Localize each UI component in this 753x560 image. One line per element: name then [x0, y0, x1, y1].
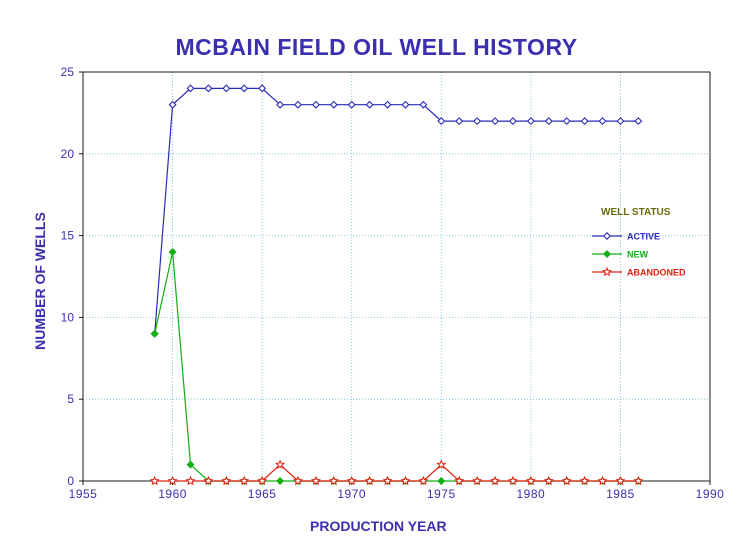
data-point-active	[544, 117, 553, 126]
series-line-abandoned	[154, 463, 639, 482]
data-point-active	[419, 100, 428, 109]
data-point-active	[401, 100, 410, 109]
data-point-active	[508, 117, 517, 126]
y-tick-label: 0	[67, 474, 74, 488]
x-tick-label: 1990	[696, 487, 725, 501]
y-tick-label: 15	[61, 229, 75, 243]
legend-label-active: ACTIVE	[627, 232, 660, 242]
data-point-active	[562, 117, 571, 126]
series-line-new	[154, 251, 639, 482]
x-tick-label: 1960	[158, 487, 187, 501]
data-point-abandoned	[615, 475, 626, 486]
data-point-abandoned	[185, 475, 196, 486]
data-point-abandoned	[239, 475, 250, 486]
data-point-active	[329, 100, 338, 109]
data-point-abandoned	[257, 475, 268, 486]
x-tick-label: 1980	[517, 487, 546, 501]
data-point-active	[258, 84, 267, 93]
data-point-abandoned	[454, 475, 465, 486]
data-point-abandoned	[561, 475, 572, 486]
data-point-active	[526, 117, 535, 126]
plot-frame	[82, 71, 711, 482]
data-point-abandoned	[507, 475, 518, 486]
data-point-active	[383, 100, 392, 109]
chart-title: MCBAIN FIELD OIL WELL HISTORY	[175, 34, 578, 60]
data-point-active	[473, 117, 482, 126]
data-point-abandoned	[633, 475, 644, 486]
data-point-abandoned	[597, 475, 608, 486]
data-point-active	[222, 84, 231, 93]
legend-label-new: NEW	[627, 250, 649, 260]
x-tick-label: 1970	[337, 487, 366, 501]
y-tick-label: 20	[61, 147, 75, 161]
data-point-active	[240, 84, 249, 93]
data-point-abandoned	[525, 475, 536, 486]
data-point-abandoned	[275, 459, 286, 469]
data-point-active	[276, 100, 285, 109]
data-point-abandoned	[489, 475, 501, 486]
data-point-abandoned	[436, 459, 447, 469]
data-point-new	[276, 477, 285, 485]
data-point-abandoned	[292, 475, 304, 486]
data-point-active	[437, 117, 446, 126]
y-tick-label: 10	[61, 310, 75, 324]
data-point-abandoned	[382, 475, 393, 486]
data-point-active	[455, 117, 464, 126]
data-point-active	[347, 100, 356, 109]
legend-marker-new	[603, 250, 611, 258]
data-point-abandoned	[203, 475, 214, 486]
data-point-new	[186, 460, 195, 469]
x-axis-label: PRODUCTION YEAR	[310, 518, 447, 534]
data-point-active	[293, 100, 302, 109]
data-point-active	[616, 117, 625, 126]
data-point-new	[150, 329, 159, 338]
data-point-abandoned	[579, 475, 590, 486]
data-point-active	[365, 100, 374, 109]
data-point-abandoned	[400, 475, 411, 486]
data-point-active	[204, 84, 213, 93]
series-line-active	[154, 87, 639, 334]
legend-marker-abandoned	[601, 266, 613, 277]
data-point-abandoned	[543, 475, 554, 486]
legend-label-abandoned: ABANDONED	[627, 268, 686, 278]
data-point-abandoned	[472, 475, 483, 486]
data-point-active	[168, 100, 177, 109]
data-point-abandoned	[167, 475, 178, 486]
data-point-abandoned	[418, 475, 429, 486]
data-point-abandoned	[221, 475, 232, 486]
data-point-abandoned	[346, 475, 357, 486]
data-point-active	[580, 117, 589, 126]
x-tick-label: 1975	[427, 487, 456, 501]
data-point-abandoned	[310, 475, 321, 486]
legend-marker-active	[603, 232, 611, 240]
data-point-new	[168, 247, 177, 256]
x-tick-label: 1955	[69, 487, 98, 501]
data-point-active	[186, 84, 195, 93]
data-point-active	[491, 117, 500, 126]
data-point-new	[437, 477, 446, 485]
y-tick-label: 5	[67, 392, 74, 406]
data-point-abandoned	[364, 475, 375, 486]
x-tick-label: 1965	[248, 487, 277, 501]
data-point-abandoned	[328, 475, 339, 486]
legend-title: WELL STATUS	[601, 207, 671, 218]
y-tick-label: 25	[61, 65, 75, 79]
x-tick-label: 1985	[606, 487, 635, 501]
data-point-active	[598, 117, 607, 126]
data-point-active	[311, 100, 320, 109]
y-axis-label: NUMBER OF WELLS	[32, 212, 48, 350]
data-point-active	[634, 117, 643, 126]
data-point-abandoned	[149, 475, 160, 486]
